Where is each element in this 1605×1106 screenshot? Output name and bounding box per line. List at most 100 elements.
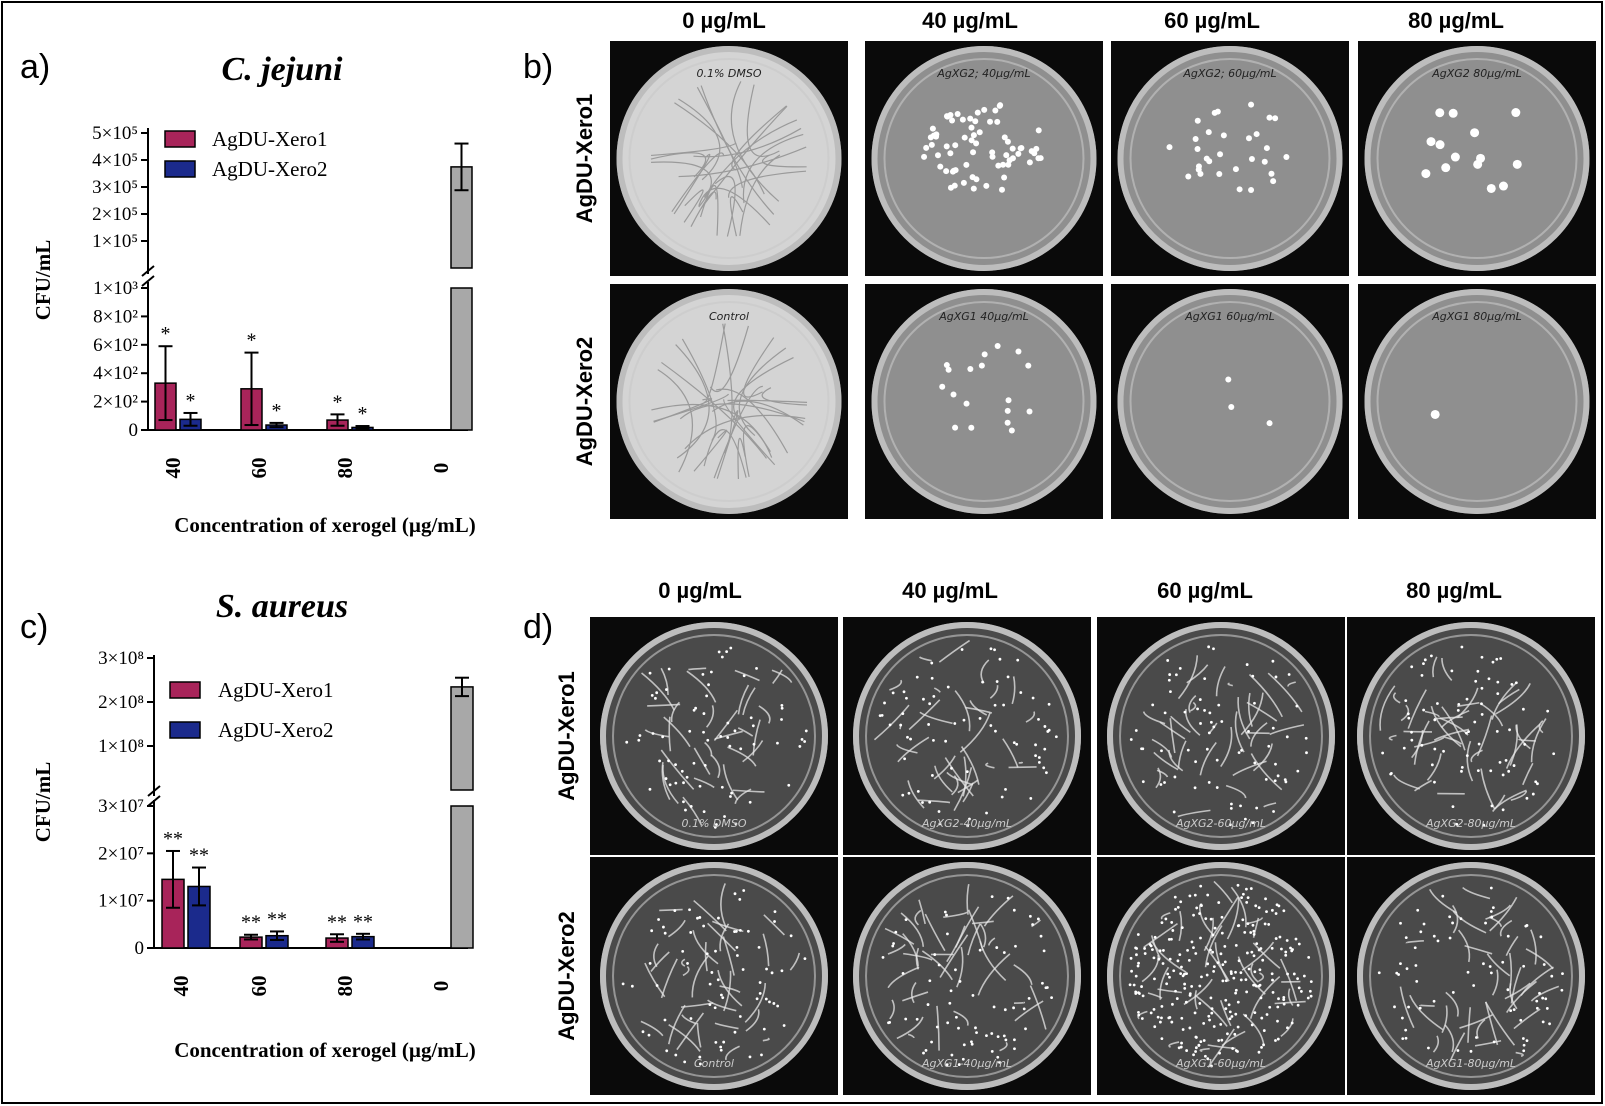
colony [990, 895, 994, 899]
growth-streak [1464, 944, 1493, 955]
dish-inner-rim [628, 301, 830, 502]
colony [1525, 796, 1529, 800]
colony [901, 712, 905, 716]
lawn-streak [650, 142, 737, 157]
colony [1511, 108, 1521, 118]
colony [647, 1033, 651, 1037]
colony [1239, 971, 1243, 975]
growth-streak [771, 669, 793, 683]
colony [1166, 972, 1170, 976]
y-tick-label: 2×10² [93, 392, 138, 413]
colony [1039, 934, 1043, 938]
colony [713, 1006, 717, 1010]
colony [1157, 957, 1161, 961]
colony [776, 1004, 780, 1008]
colony [1491, 906, 1495, 910]
colony [970, 149, 977, 156]
growth-streak [693, 777, 715, 789]
growth-streak [1168, 749, 1184, 772]
colony [1149, 944, 1153, 948]
growth-streak [1029, 985, 1047, 1030]
panel-label-a: a) [20, 48, 50, 86]
colony [1047, 728, 1051, 732]
colony [674, 781, 678, 785]
colony [637, 738, 641, 742]
colony [1264, 897, 1267, 901]
colony [1034, 754, 1037, 758]
colony [1244, 887, 1248, 891]
colony [1234, 991, 1238, 995]
colony [1448, 936, 1452, 940]
colony [1173, 775, 1177, 779]
column-header: 0 µg/mL [658, 578, 742, 603]
colony [929, 125, 936, 132]
colony [1212, 647, 1215, 651]
colony [1272, 810, 1275, 813]
colony [1496, 692, 1500, 696]
growth-streak [1025, 711, 1036, 723]
lawn-streak [730, 81, 780, 202]
x-tick-label: 0 [429, 981, 453, 992]
colony [1297, 942, 1301, 946]
colony [1165, 982, 1169, 986]
colony [655, 691, 659, 695]
colony [989, 153, 996, 160]
growth-streak [1505, 723, 1541, 769]
colony [970, 1042, 974, 1046]
lawn-streak [713, 385, 763, 479]
colony [702, 810, 706, 814]
growth-streak [719, 923, 730, 952]
colony [1006, 675, 1010, 679]
colony [648, 671, 652, 675]
growth-streak [936, 1005, 940, 1051]
colony [1025, 362, 1032, 369]
colony [764, 997, 768, 1001]
colony [1432, 999, 1436, 1003]
colony [1284, 950, 1288, 954]
bar-lower [450, 805, 474, 949]
colony [1448, 108, 1458, 118]
growth-streak [659, 908, 683, 912]
colony [1231, 1047, 1235, 1050]
colony [1203, 677, 1207, 681]
growth-streak [668, 1023, 701, 1052]
colony [894, 930, 898, 934]
colony [1220, 915, 1224, 919]
colony [1252, 954, 1256, 958]
chart-title: S. aureus [216, 588, 348, 625]
colony [715, 823, 718, 826]
colony [943, 113, 950, 120]
colony [1223, 960, 1227, 964]
colony [688, 729, 692, 733]
colony [1267, 923, 1271, 926]
colony [1160, 1016, 1163, 1020]
colony [1432, 934, 1436, 938]
colony [650, 694, 654, 697]
colony [1245, 663, 1249, 666]
colony [1273, 779, 1277, 783]
petri-dish-photo: 0.1% DMSO [610, 41, 848, 276]
colony [705, 952, 709, 956]
colony [1174, 989, 1177, 993]
growth-streak [1168, 1041, 1180, 1048]
column-header: 40 µg/mL [922, 8, 1018, 33]
colony [1180, 965, 1183, 969]
colony [952, 142, 959, 149]
colony [972, 118, 979, 125]
colony [1263, 145, 1270, 152]
growth-streak [1489, 896, 1518, 932]
colony [1501, 808, 1505, 812]
colony [958, 980, 962, 983]
growth-streak [907, 1033, 915, 1039]
growth-streak [1147, 992, 1163, 999]
colony [1012, 908, 1016, 912]
colony [1459, 917, 1463, 921]
colony [1183, 986, 1187, 990]
colony [968, 124, 975, 131]
colony [1136, 964, 1140, 968]
growth-streak [971, 920, 994, 925]
colony [1212, 1025, 1216, 1028]
lawn-streak [716, 410, 739, 479]
colony [1512, 1008, 1516, 1012]
